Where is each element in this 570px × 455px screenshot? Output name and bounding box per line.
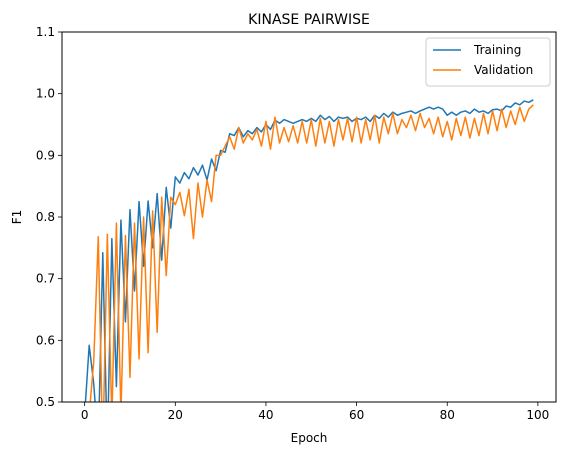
plot-frame: [61, 31, 557, 403]
y-tick-label: 0.5: [36, 395, 55, 409]
legend-label-validation: Validation: [474, 63, 533, 77]
x-axis: 0 20 40 60 80 100: [81, 402, 549, 422]
series-lines: [84, 99, 534, 402]
x-tick-label: 100: [526, 408, 549, 422]
x-tick-label: 60: [349, 408, 364, 422]
x-tick-label: 0: [81, 408, 89, 422]
legend-label-training: Training: [473, 43, 521, 57]
y-tick-label: 0.9: [36, 148, 55, 162]
series-line-training: [84, 99, 534, 402]
x-tick-label: 40: [258, 408, 273, 422]
y-tick-label: 0.6: [36, 333, 55, 347]
y-tick-label: 0.8: [36, 210, 55, 224]
y-tick-label: 0.7: [36, 272, 55, 286]
chart-title: KINASE PAIRWISE: [248, 12, 370, 28]
y-tick-label: 1.0: [36, 87, 55, 101]
y-axis: 0.5 0.6 0.7 0.8 0.9 1.0 1.1: [36, 25, 62, 409]
x-axis-label: Epoch: [291, 431, 328, 445]
legend: Training Validation: [425, 37, 551, 87]
y-axis-label: F1: [10, 210, 24, 225]
y-tick-label: 1.1: [36, 25, 55, 39]
x-tick-label: 20: [168, 408, 183, 422]
series-line-validation: [89, 104, 534, 402]
x-tick-label: 80: [440, 408, 455, 422]
